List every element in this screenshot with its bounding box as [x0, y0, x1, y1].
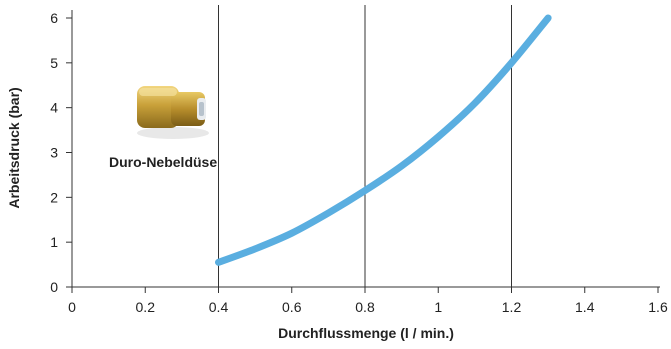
- vertical-grid-lines: [218, 5, 512, 287]
- y-ticks: 0 1 2 3 4 5 6: [50, 10, 72, 295]
- x-tick-label: 1.6: [648, 299, 668, 315]
- x-tick-label: 0: [68, 299, 76, 315]
- nozzle-label: Duro-Nebeldüse: [109, 154, 217, 170]
- y-tick-label: 5: [50, 55, 58, 71]
- x-tick-label: 0.8: [355, 299, 375, 315]
- x-tick-label: 1.4: [575, 299, 595, 315]
- series: [215, 14, 552, 266]
- y-tick-label: 1: [50, 234, 58, 250]
- y-tick-label: 4: [50, 100, 58, 116]
- brass-nozzle-icon: [137, 86, 209, 139]
- x-axis-title: Durchflussmenge (l / min.): [278, 325, 454, 341]
- x-tick-label: 0.6: [282, 299, 302, 315]
- axes: [71, 10, 660, 288]
- x-tick-label: 0.4: [209, 299, 229, 315]
- x-tick-label: 1: [434, 299, 442, 315]
- y-tick-label: 3: [50, 145, 58, 161]
- x-tick-label: 1.2: [502, 299, 522, 315]
- y-axis-title: Arbeitsdruck (bar): [6, 87, 22, 208]
- x-tick-label: 0.2: [136, 299, 156, 315]
- x-ticks: 0 0.2 0.4 0.6 0.8 1 1.2 1.4 1.6: [68, 287, 668, 315]
- y-tick-label: 0: [50, 279, 58, 295]
- series-line-0: [215, 14, 552, 266]
- y-tick-label: 6: [50, 10, 58, 26]
- y-tick-label: 2: [50, 189, 58, 205]
